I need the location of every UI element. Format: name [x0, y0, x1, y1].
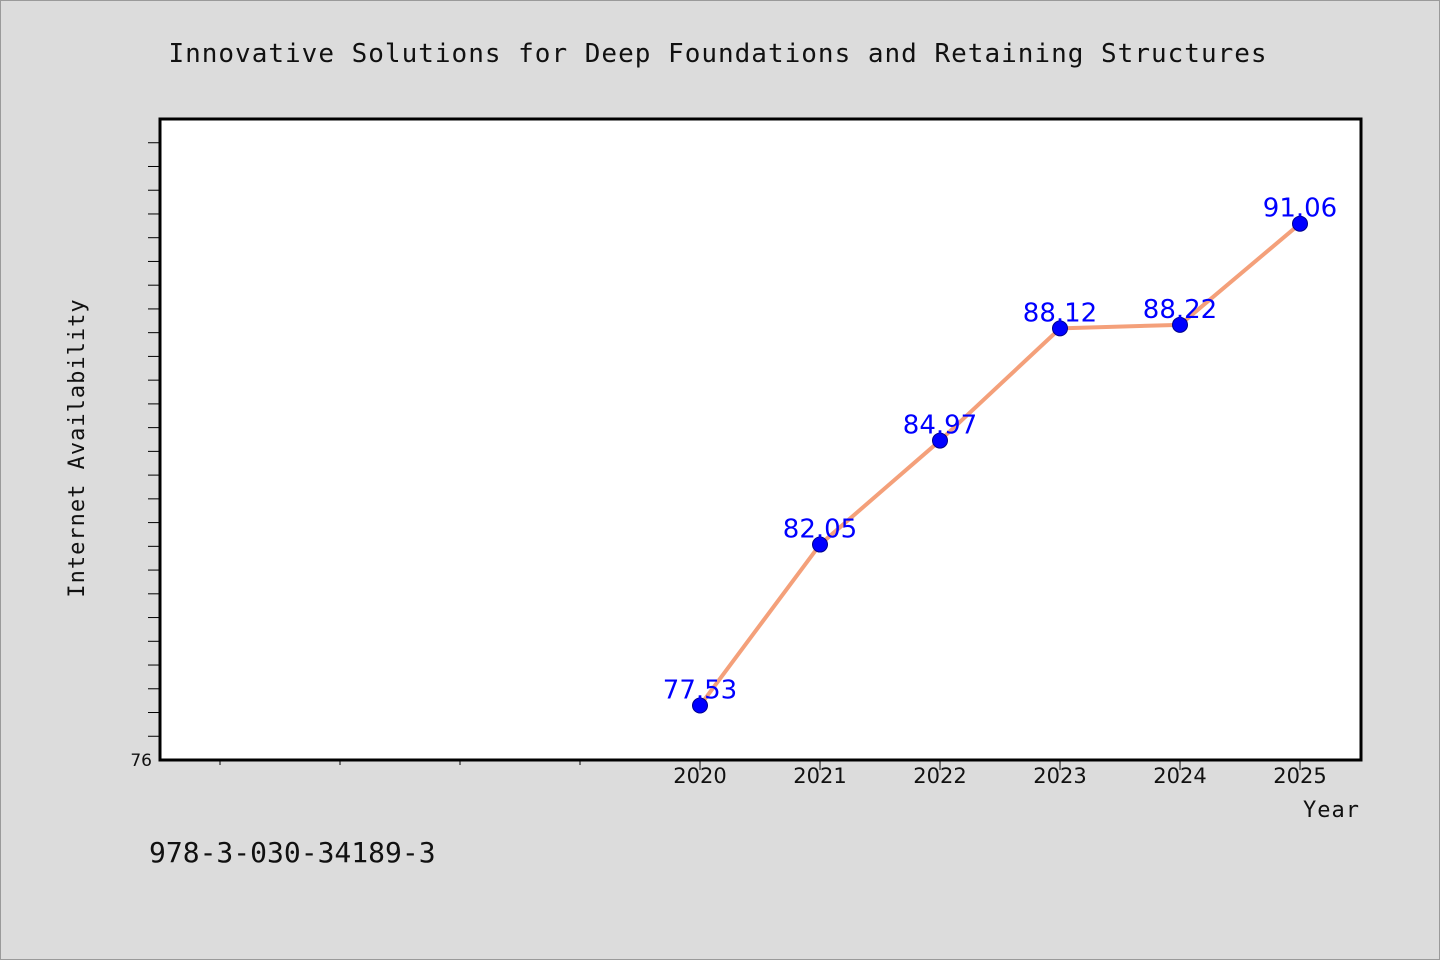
x-tick-label-2024: 2024 [1153, 764, 1206, 788]
data-point-2021 [812, 536, 828, 553]
data-point-2023 [1052, 320, 1068, 337]
data-point-2022 [932, 432, 948, 449]
x-axis-ticks [219, 760, 1301, 770]
data-point-2025 [1292, 215, 1308, 232]
data-label-2021: 82.05 [783, 515, 857, 545]
chart-title: Innovative Solutions for Deep Foundation… [168, 39, 1267, 69]
y-axis-ticks [148, 142, 160, 737]
x-tick-labels: 2020 2021 2022 2023 2024 2025 [673, 764, 1326, 788]
isbn-footnote: 978-3-030-34189-3 [149, 836, 436, 869]
series-line-layer [698, 221, 1302, 708]
x-tick-label-2022: 2022 [913, 764, 966, 788]
data-markers [692, 215, 1308, 714]
y-tick-label-76: 76 [130, 751, 152, 771]
x-axis-label: Year [1303, 798, 1360, 823]
data-point-2020 [692, 697, 708, 714]
x-tick-label-2023: 2023 [1033, 764, 1086, 788]
y-axis-label: Internet Availability [65, 298, 90, 597]
x-tick-label-2021: 2021 [793, 764, 846, 788]
data-label-2025: 91.06 [1263, 194, 1337, 224]
data-label-2024: 88.22 [1143, 295, 1217, 325]
data-point-2024 [1172, 316, 1188, 333]
data-label-2022: 84.97 [903, 411, 977, 441]
x-tick-label-2020: 2020 [673, 764, 726, 788]
plot-area [158, 117, 1363, 762]
data-label-2023: 88.12 [1023, 298, 1097, 328]
x-tick-label-2025: 2025 [1273, 764, 1326, 788]
data-labels: 77.53 82.05 84.97 88.12 88.22 91.06 [663, 194, 1337, 706]
series-line [698, 221, 1302, 708]
data-label-2020: 77.53 [663, 676, 737, 706]
